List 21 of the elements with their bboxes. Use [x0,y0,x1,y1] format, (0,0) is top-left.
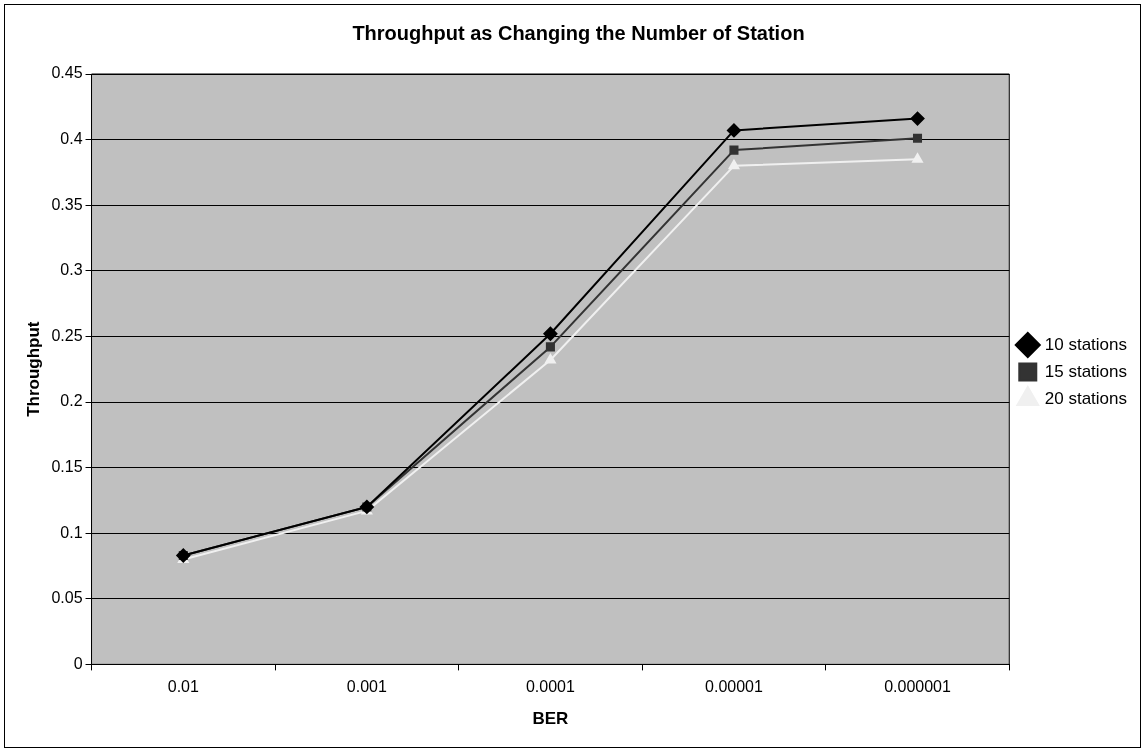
legend-label: 15 stations [1044,361,1128,381]
y-tick-label: 0 [73,654,83,672]
y-tick-label: 0.1 [60,523,83,541]
legend-label: 10 stations [1044,334,1128,354]
y-tick-label: 0.2 [60,392,83,410]
x-axis-title: BER [532,709,569,729]
y-axis-title: Throughput [23,321,43,417]
x-tick-label: 0.0001 [525,678,575,696]
x-tick-label: 0.000001 [884,678,951,696]
y-tick-label: 0.05 [51,589,83,607]
y-tick-label: 0.45 [51,64,83,82]
x-tick-label: 0.001 [346,678,387,696]
x-tick-label: 0.00001 [705,678,763,696]
legend-label: 20 stations [1044,388,1128,408]
y-tick-label: 0.35 [51,195,83,213]
y-tick-label: 0.4 [60,130,83,148]
y-tick-label: 0.25 [51,326,83,344]
y-tick-label: 0.3 [60,261,83,279]
chart-title: Throughput as Changing the Number of Station [352,21,805,44]
y-tick-label: 0.15 [51,458,83,476]
x-tick-label: 0.01 [167,678,199,696]
